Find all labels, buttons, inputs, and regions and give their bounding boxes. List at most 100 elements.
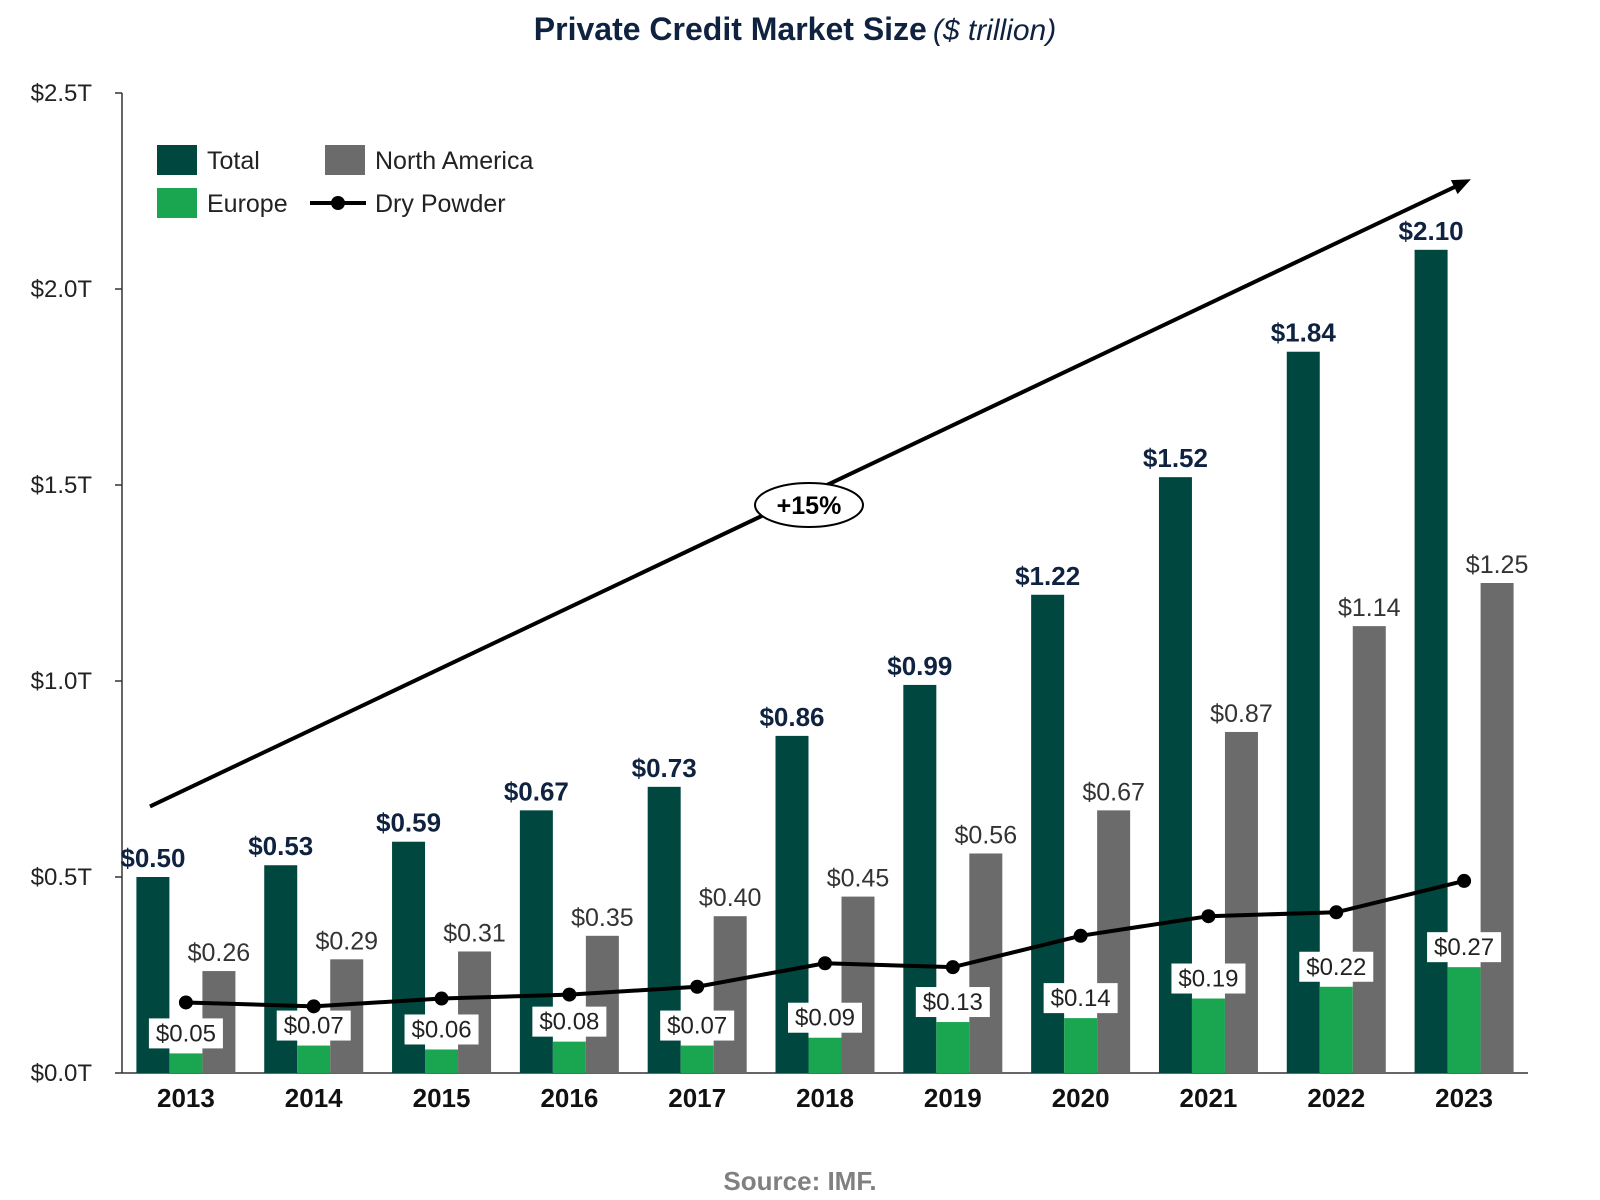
legend-swatch-europe: [157, 188, 197, 218]
data-label-total: $0.67: [504, 776, 569, 806]
data-label-europe: $0.08: [539, 1009, 599, 1036]
data-label-total: $2.10: [1399, 216, 1464, 246]
bar-north-america: [713, 916, 747, 1073]
data-label-europe-bg: [532, 1006, 607, 1037]
dry-powder-marker: [818, 956, 832, 971]
legend-label-total: Total: [207, 147, 260, 175]
dry-powder-marker: [1329, 905, 1344, 920]
data-label-north-america: $0.29: [315, 927, 378, 955]
y-tick-label: $0.0T: [31, 1060, 93, 1087]
legend-group: Total North America Europe Dry Powder: [157, 145, 533, 218]
data-label-europe-bg: [1043, 983, 1118, 1014]
data-label-total: $1.84: [1271, 318, 1337, 348]
bar-north-america: [1224, 731, 1258, 1073]
data-label-total: $0.99: [887, 651, 952, 681]
data-label-europe-bg: [915, 987, 990, 1018]
data-label-north-america: $0.40: [699, 884, 762, 912]
x-tick-label: 2022: [1307, 1083, 1365, 1113]
data-label-europe: $0.19: [1178, 966, 1238, 993]
data-label-europe-bg: [1171, 963, 1246, 994]
data-label-total: $0.59: [376, 808, 441, 838]
bar-europe: [1064, 1018, 1098, 1073]
data-label-europe: $0.09: [795, 1005, 855, 1032]
data-label-north-america: $0.45: [827, 865, 890, 893]
y-tick-label: $1.0T: [31, 668, 93, 695]
bar-europe: [680, 1045, 714, 1073]
dry-powder-line-group: [178, 873, 1472, 1014]
bar-europe: [297, 1045, 331, 1073]
bar-total: [264, 865, 298, 1073]
dry-powder-marker: [1073, 928, 1088, 943]
data-label-total: $0.86: [759, 702, 824, 732]
data-label-north-america: $1.25: [1466, 551, 1529, 579]
data-label-north-america: $0.31: [443, 919, 506, 947]
bar-north-america: [1480, 583, 1514, 1073]
data-label-europe: $0.06: [412, 1016, 472, 1043]
x-tick-label: 2020: [1052, 1083, 1110, 1113]
data-label-total: $0.73: [632, 753, 697, 783]
bar-north-america: [1097, 810, 1131, 1073]
dry-powder-marker: [945, 960, 960, 975]
y-tick-label: $0.5T: [31, 864, 93, 891]
axes-group: $0.0T $0.5T $1.0T $1.5T $2.0T $2.5T 2013 2014 20…: [31, 80, 1528, 1113]
growth-label: +15%: [777, 492, 842, 520]
data-label-europe-bg: [404, 1014, 479, 1045]
title-subtitle: ($ trillion): [933, 14, 1056, 47]
x-tick-label: 2023: [1435, 1083, 1493, 1113]
chart-title: Private Credit Market Size ($ trillion): [534, 11, 1056, 47]
data-label-europe: $0.22: [1306, 954, 1366, 981]
data-label-europe: $0.07: [667, 1013, 727, 1040]
data-label-north-america: $1.14: [1338, 594, 1401, 622]
x-tick-label: 2015: [413, 1083, 471, 1113]
bar-europe: [425, 1049, 459, 1073]
bar-europe: [552, 1041, 586, 1073]
legend-label-europe: Europe: [207, 190, 288, 218]
legend-swatch-north-america: [325, 145, 365, 175]
data-label-total: $1.22: [1015, 561, 1080, 591]
x-tick-label: 2021: [1180, 1083, 1238, 1113]
x-tick-label: 2016: [540, 1083, 598, 1113]
data-label-north-america: $0.26: [188, 939, 251, 967]
bar-europe: [1319, 986, 1353, 1073]
data-label-north-america: $0.35: [571, 904, 634, 932]
data-label-europe: $0.14: [1051, 985, 1111, 1012]
growth-arrow-head: [1450, 179, 1471, 195]
bar-north-america: [1352, 626, 1386, 1073]
x-tick-label: 2014: [285, 1083, 343, 1113]
data-label-europe-bg: [1299, 951, 1374, 982]
data-label-north-america: $0.56: [955, 821, 1018, 849]
legend-label-dry-powder: Dry Powder: [375, 190, 506, 218]
bar-europe: [1447, 967, 1481, 1073]
data-label-total: $0.53: [248, 831, 313, 861]
data-label-total: $1.52: [1143, 443, 1208, 473]
data-label-north-america: $0.67: [1082, 778, 1145, 806]
x-tick-label: 2019: [924, 1083, 982, 1113]
legend-label-north-america: North America: [375, 147, 533, 175]
bar-europe: [808, 1037, 842, 1073]
data-label-europe: $0.05: [156, 1020, 216, 1047]
bar-north-america: [458, 951, 492, 1073]
data-label-europe-bg: [276, 1010, 351, 1041]
legend-swatch-total: [157, 145, 197, 175]
dry-powder-marker: [690, 979, 705, 994]
bar-europe: [1191, 998, 1225, 1073]
y-tick-label: $2.5T: [31, 80, 93, 107]
dry-powder-marker: [1201, 909, 1216, 924]
dry-powder-marker: [562, 987, 577, 1002]
data-label-north-america: $0.87: [1210, 700, 1273, 728]
dry-powder-marker: [1457, 873, 1472, 888]
data-label-europe: $0.07: [284, 1013, 344, 1040]
legend-swatch-marker-dry-powder: [331, 196, 345, 210]
dry-powder-marker: [434, 991, 449, 1006]
dry-powder-marker: [178, 995, 193, 1010]
dry-powder-marker: [306, 999, 321, 1014]
growth-annotation-group: +15%: [149, 179, 1471, 809]
title-main: Private Credit Market Size: [534, 11, 927, 47]
data-label-europe-bg: [148, 1018, 223, 1049]
x-tick-label: 2018: [796, 1083, 854, 1113]
bar-europe: [169, 1053, 203, 1073]
growth-badge: [754, 482, 864, 528]
y-tick-label: $2.0T: [31, 276, 93, 303]
bar-europe: [936, 1022, 970, 1073]
